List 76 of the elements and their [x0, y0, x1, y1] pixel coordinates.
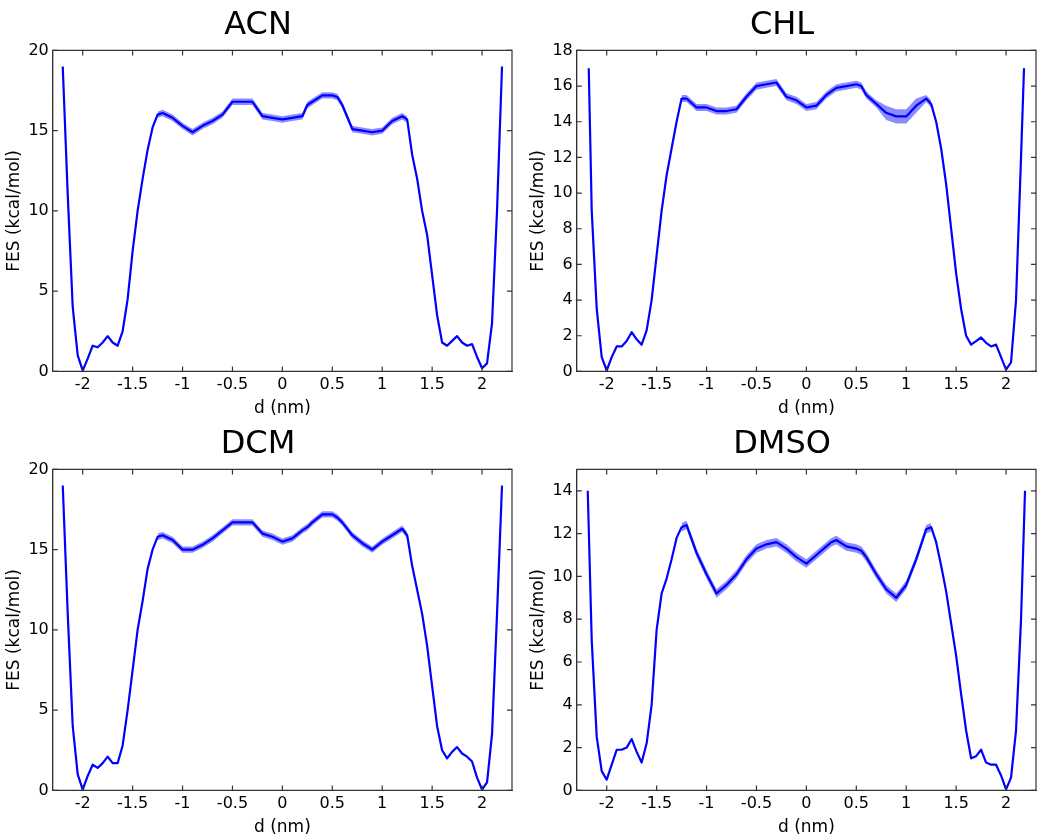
- y-tick-label: 8: [562, 217, 573, 237]
- y-tick-label: 4: [562, 289, 573, 309]
- x-tick-label: -0.5: [216, 374, 249, 394]
- y-tick-label: 5: [38, 699, 49, 719]
- x-tick-label: 0: [277, 374, 288, 394]
- y-tick-label: 12: [552, 146, 573, 166]
- x-tick-label: 1: [377, 793, 388, 813]
- x-tick-label: 1: [901, 374, 912, 394]
- x-tick-label: 0.5: [843, 793, 870, 813]
- y-axis-title: FES (kcal/mol): [526, 569, 547, 691]
- x-tick-label: -2: [598, 793, 615, 813]
- y-tick-label: 14: [552, 110, 573, 130]
- x-tick-label: -1.5: [117, 374, 149, 394]
- y-tick-label: 18: [552, 39, 573, 59]
- y-axis-title: FES (kcal/mol): [526, 150, 547, 272]
- y-tick-label: 5: [38, 280, 49, 300]
- x-tick-label: 1.5: [943, 793, 969, 813]
- chart-title: ACN: [224, 3, 292, 42]
- x-tick-label: 0.5: [843, 374, 870, 394]
- y-tick-label: 10: [28, 619, 49, 639]
- x-tick-label: -1: [698, 374, 715, 394]
- y-tick-label: 20: [28, 458, 49, 478]
- x-tick-label: -0.5: [740, 793, 773, 813]
- x-tick-label: 2: [1000, 374, 1012, 394]
- x-tick-label: 2: [1000, 793, 1012, 813]
- y-tick-label: 0: [562, 779, 573, 799]
- y-tick-label: 16: [552, 75, 573, 95]
- x-axis-title: d (nm): [777, 397, 835, 418]
- y-tick-label: 0: [38, 360, 49, 380]
- x-axis-title: d (nm): [253, 816, 311, 837]
- x-tick-label: -1: [698, 793, 715, 813]
- x-tick-label: 1.5: [943, 374, 969, 394]
- x-tick-label: -1.5: [641, 374, 673, 394]
- y-tick-label: 10: [552, 182, 573, 202]
- y-tick-label: 0: [562, 360, 573, 380]
- y-tick-label: 4: [562, 693, 573, 713]
- y-tick-label: 15: [28, 538, 49, 558]
- x-tick-label: 2: [476, 374, 488, 394]
- y-tick-label: 10: [28, 200, 49, 220]
- x-axis-title: d (nm): [777, 816, 835, 837]
- y-tick-label: 2: [562, 736, 573, 756]
- y-tick-label: 10: [552, 565, 573, 585]
- x-tick-label: 1: [377, 374, 388, 394]
- x-tick-label: -0.5: [216, 793, 249, 813]
- chart-title: DCM: [220, 422, 296, 461]
- y-tick-label: 12: [552, 522, 573, 542]
- x-tick-label: -2: [598, 374, 615, 394]
- x-tick-label: 0: [801, 793, 812, 813]
- y-tick-label: 6: [562, 651, 573, 671]
- y-tick-label: 2: [562, 324, 573, 344]
- x-tick-label: 0.5: [319, 374, 346, 394]
- y-tick-label: 6: [562, 253, 573, 273]
- chart-title: CHL: [749, 3, 815, 42]
- y-tick-label: 0: [38, 779, 49, 799]
- x-tick-label: 2: [476, 793, 488, 813]
- x-tick-label: 1.5: [419, 374, 445, 394]
- x-tick-label: -2: [74, 374, 91, 394]
- x-tick-label: 0: [277, 793, 288, 813]
- y-tick-label: 14: [552, 479, 573, 499]
- y-tick-label: 15: [28, 119, 49, 139]
- x-tick-label: -1: [174, 793, 191, 813]
- y-tick-label: 8: [562, 608, 573, 628]
- y-axis-title: FES (kcal/mol): [2, 150, 23, 272]
- y-tick-label: 20: [28, 39, 49, 59]
- x-tick-label: 0.5: [319, 793, 346, 813]
- x-tick-label: 0: [801, 374, 812, 394]
- x-tick-label: 1: [901, 793, 912, 813]
- x-tick-label: -1.5: [117, 793, 149, 813]
- x-tick-label: -1.5: [641, 793, 673, 813]
- x-axis-title: d (nm): [253, 397, 311, 418]
- x-tick-label: -1: [174, 374, 191, 394]
- chart-title: DMSO: [733, 422, 831, 461]
- x-tick-label: -0.5: [740, 374, 773, 394]
- x-tick-label: -2: [74, 793, 91, 813]
- y-axis-title: FES (kcal/mol): [2, 569, 23, 691]
- x-tick-label: 1.5: [419, 793, 445, 813]
